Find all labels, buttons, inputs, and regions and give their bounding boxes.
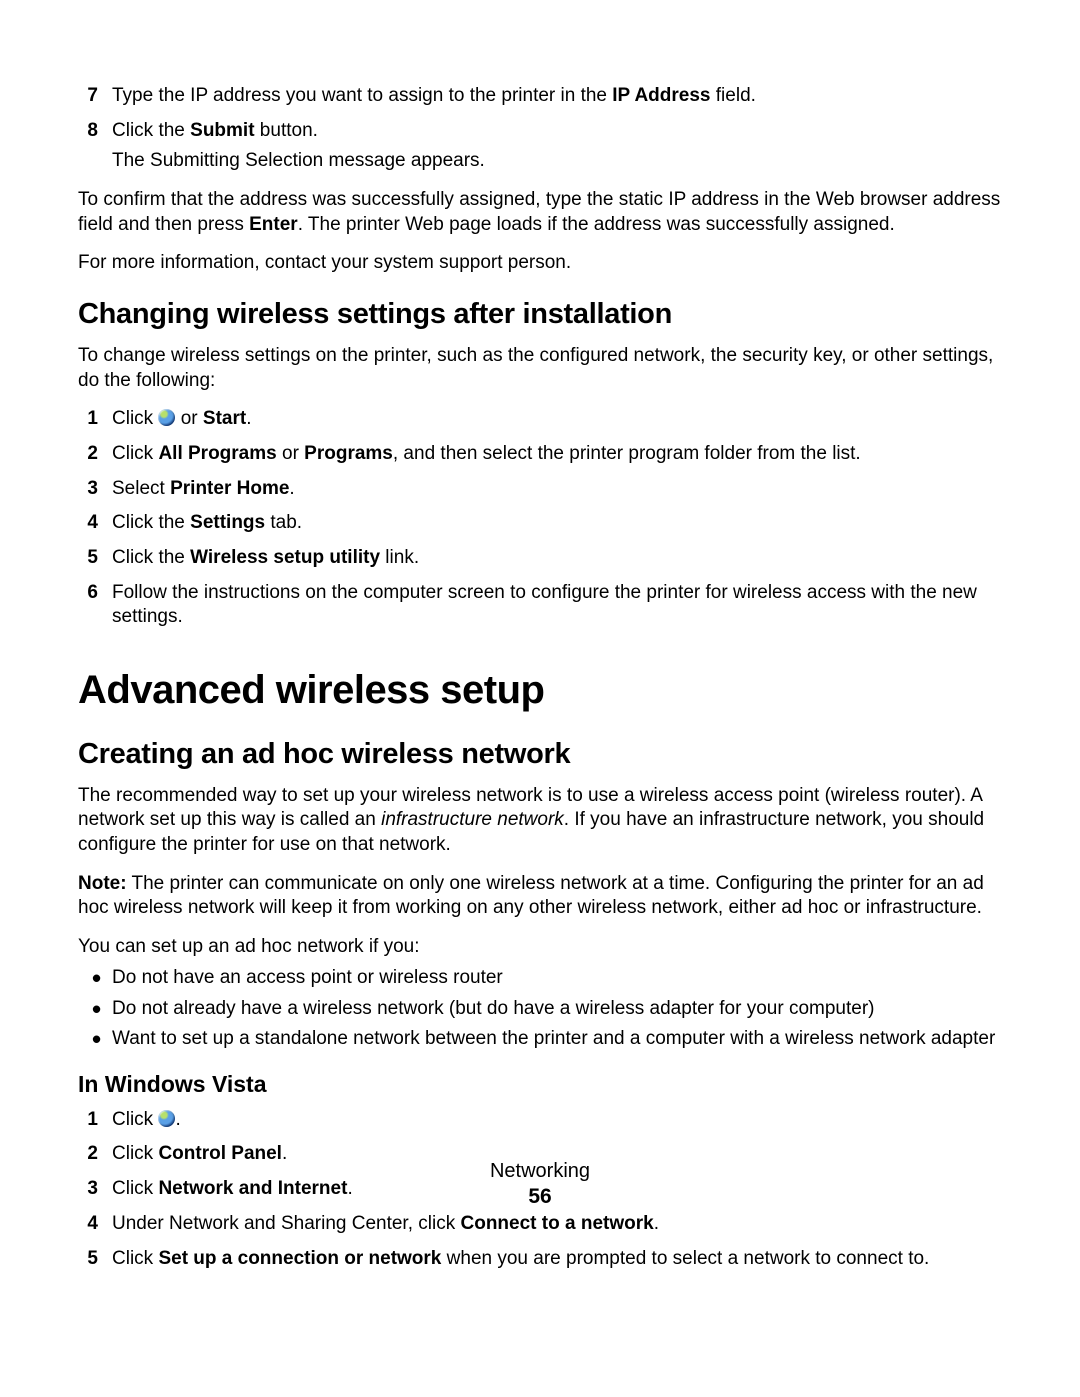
step-bold: Start xyxy=(203,408,246,429)
note-text: The printer can communicate on only one … xyxy=(78,873,984,919)
step-bold: Connect to a network xyxy=(461,1213,654,1234)
step-bold: IP Address xyxy=(612,85,710,106)
footer-section-title: Networking xyxy=(0,1160,1080,1183)
list-item: Click the Wireless setup utility link. xyxy=(78,546,1002,571)
step-text: field. xyxy=(711,85,756,106)
steps-change-list: Click or Start. Click All Programs or Pr… xyxy=(78,407,1002,630)
heading-windows-vista: In Windows Vista xyxy=(78,1070,1002,1100)
step-text: . xyxy=(246,408,251,429)
step-text: Click the xyxy=(112,512,190,533)
step-bold: Programs xyxy=(304,443,393,464)
para-italic: infrastructure network xyxy=(381,809,564,830)
step-text: Type the IP address you want to assign t… xyxy=(112,85,612,106)
step-text: Click the xyxy=(112,547,190,568)
adhoc-paragraph: The recommended way to set up your wirel… xyxy=(78,784,1002,858)
para-bold: Enter xyxy=(249,214,298,235)
list-item: Do not already have a wireless network (… xyxy=(78,997,1002,1022)
footer-page-number: 56 xyxy=(0,1185,1080,1209)
note-label: Note: xyxy=(78,873,127,894)
list-item: Do not have an access point or wireless … xyxy=(78,966,1002,991)
list-item: Click Set up a connection or network whe… xyxy=(78,1247,1002,1272)
heading-adhoc: Creating an ad hoc wireless network xyxy=(78,736,1002,774)
step-bold: Wireless setup utility xyxy=(190,547,380,568)
list-item: Click the Submit button. The Submitting … xyxy=(78,119,1002,174)
heading-advanced-wireless: Advanced wireless setup xyxy=(78,664,1002,716)
step-text: . xyxy=(654,1213,659,1234)
step-bold: Settings xyxy=(190,512,265,533)
list-item: Follow the instructions on the computer … xyxy=(78,581,1002,630)
step-bold: All Programs xyxy=(158,443,276,464)
step-bold: Printer Home xyxy=(170,478,289,499)
windows-orb-icon xyxy=(158,1110,175,1127)
step-text: Select xyxy=(112,478,170,499)
para-text: . The printer Web page loads if the addr… xyxy=(298,214,895,235)
list-item: Under Network and Sharing Center, click … xyxy=(78,1212,1002,1237)
step-text: Click xyxy=(112,443,158,464)
step-text: when you are prompted to select a networ… xyxy=(441,1248,929,1269)
step-text: Click xyxy=(112,1109,158,1130)
step-text: tab. xyxy=(265,512,302,533)
confirm-paragraph: To confirm that the address was successf… xyxy=(78,188,1002,237)
step-text: or xyxy=(277,443,304,464)
document-page: Type the IP address you want to assign t… xyxy=(0,0,1080,1271)
list-item: Select Printer Home. xyxy=(78,477,1002,502)
page-footer: Networking 56 xyxy=(0,1160,1080,1209)
list-item: Click All Programs or Programs, and then… xyxy=(78,442,1002,467)
step-text: link. xyxy=(380,547,419,568)
list-item: Want to set up a standalone network betw… xyxy=(78,1027,1002,1052)
step-text: Click xyxy=(112,1248,158,1269)
step-text: Click the xyxy=(112,120,190,141)
step-bold: Submit xyxy=(190,120,254,141)
list-item: Click or Start. xyxy=(78,407,1002,432)
more-info-paragraph: For more information, contact your syste… xyxy=(78,251,1002,276)
steps-top-list: Type the IP address you want to assign t… xyxy=(78,84,1002,174)
step-text: or xyxy=(175,408,202,429)
windows-orb-icon xyxy=(158,409,175,426)
step-text: . xyxy=(289,478,294,499)
list-item: Click the Settings tab. xyxy=(78,511,1002,536)
adhoc-if-paragraph: You can set up an ad hoc network if you: xyxy=(78,935,1002,960)
step-subtext: The Submitting Selection message appears… xyxy=(112,149,1002,174)
step-text: button. xyxy=(255,120,318,141)
step-text: . xyxy=(175,1109,180,1130)
step-text: , and then select the printer program fo… xyxy=(393,443,861,464)
list-item: Click . xyxy=(78,1108,1002,1133)
heading-changing-wireless: Changing wireless settings after install… xyxy=(78,296,1002,334)
step-text: Under Network and Sharing Center, click xyxy=(112,1213,461,1234)
changing-intro-paragraph: To change wireless settings on the print… xyxy=(78,344,1002,393)
adhoc-bullet-list: Do not have an access point or wireless … xyxy=(78,966,1002,1052)
step-text: Follow the instructions on the computer … xyxy=(112,582,977,628)
step-text: Click xyxy=(112,408,158,429)
note-paragraph: Note: The printer can communicate on onl… xyxy=(78,872,1002,921)
list-item: Type the IP address you want to assign t… xyxy=(78,84,1002,109)
step-bold: Set up a connection or network xyxy=(158,1248,441,1269)
